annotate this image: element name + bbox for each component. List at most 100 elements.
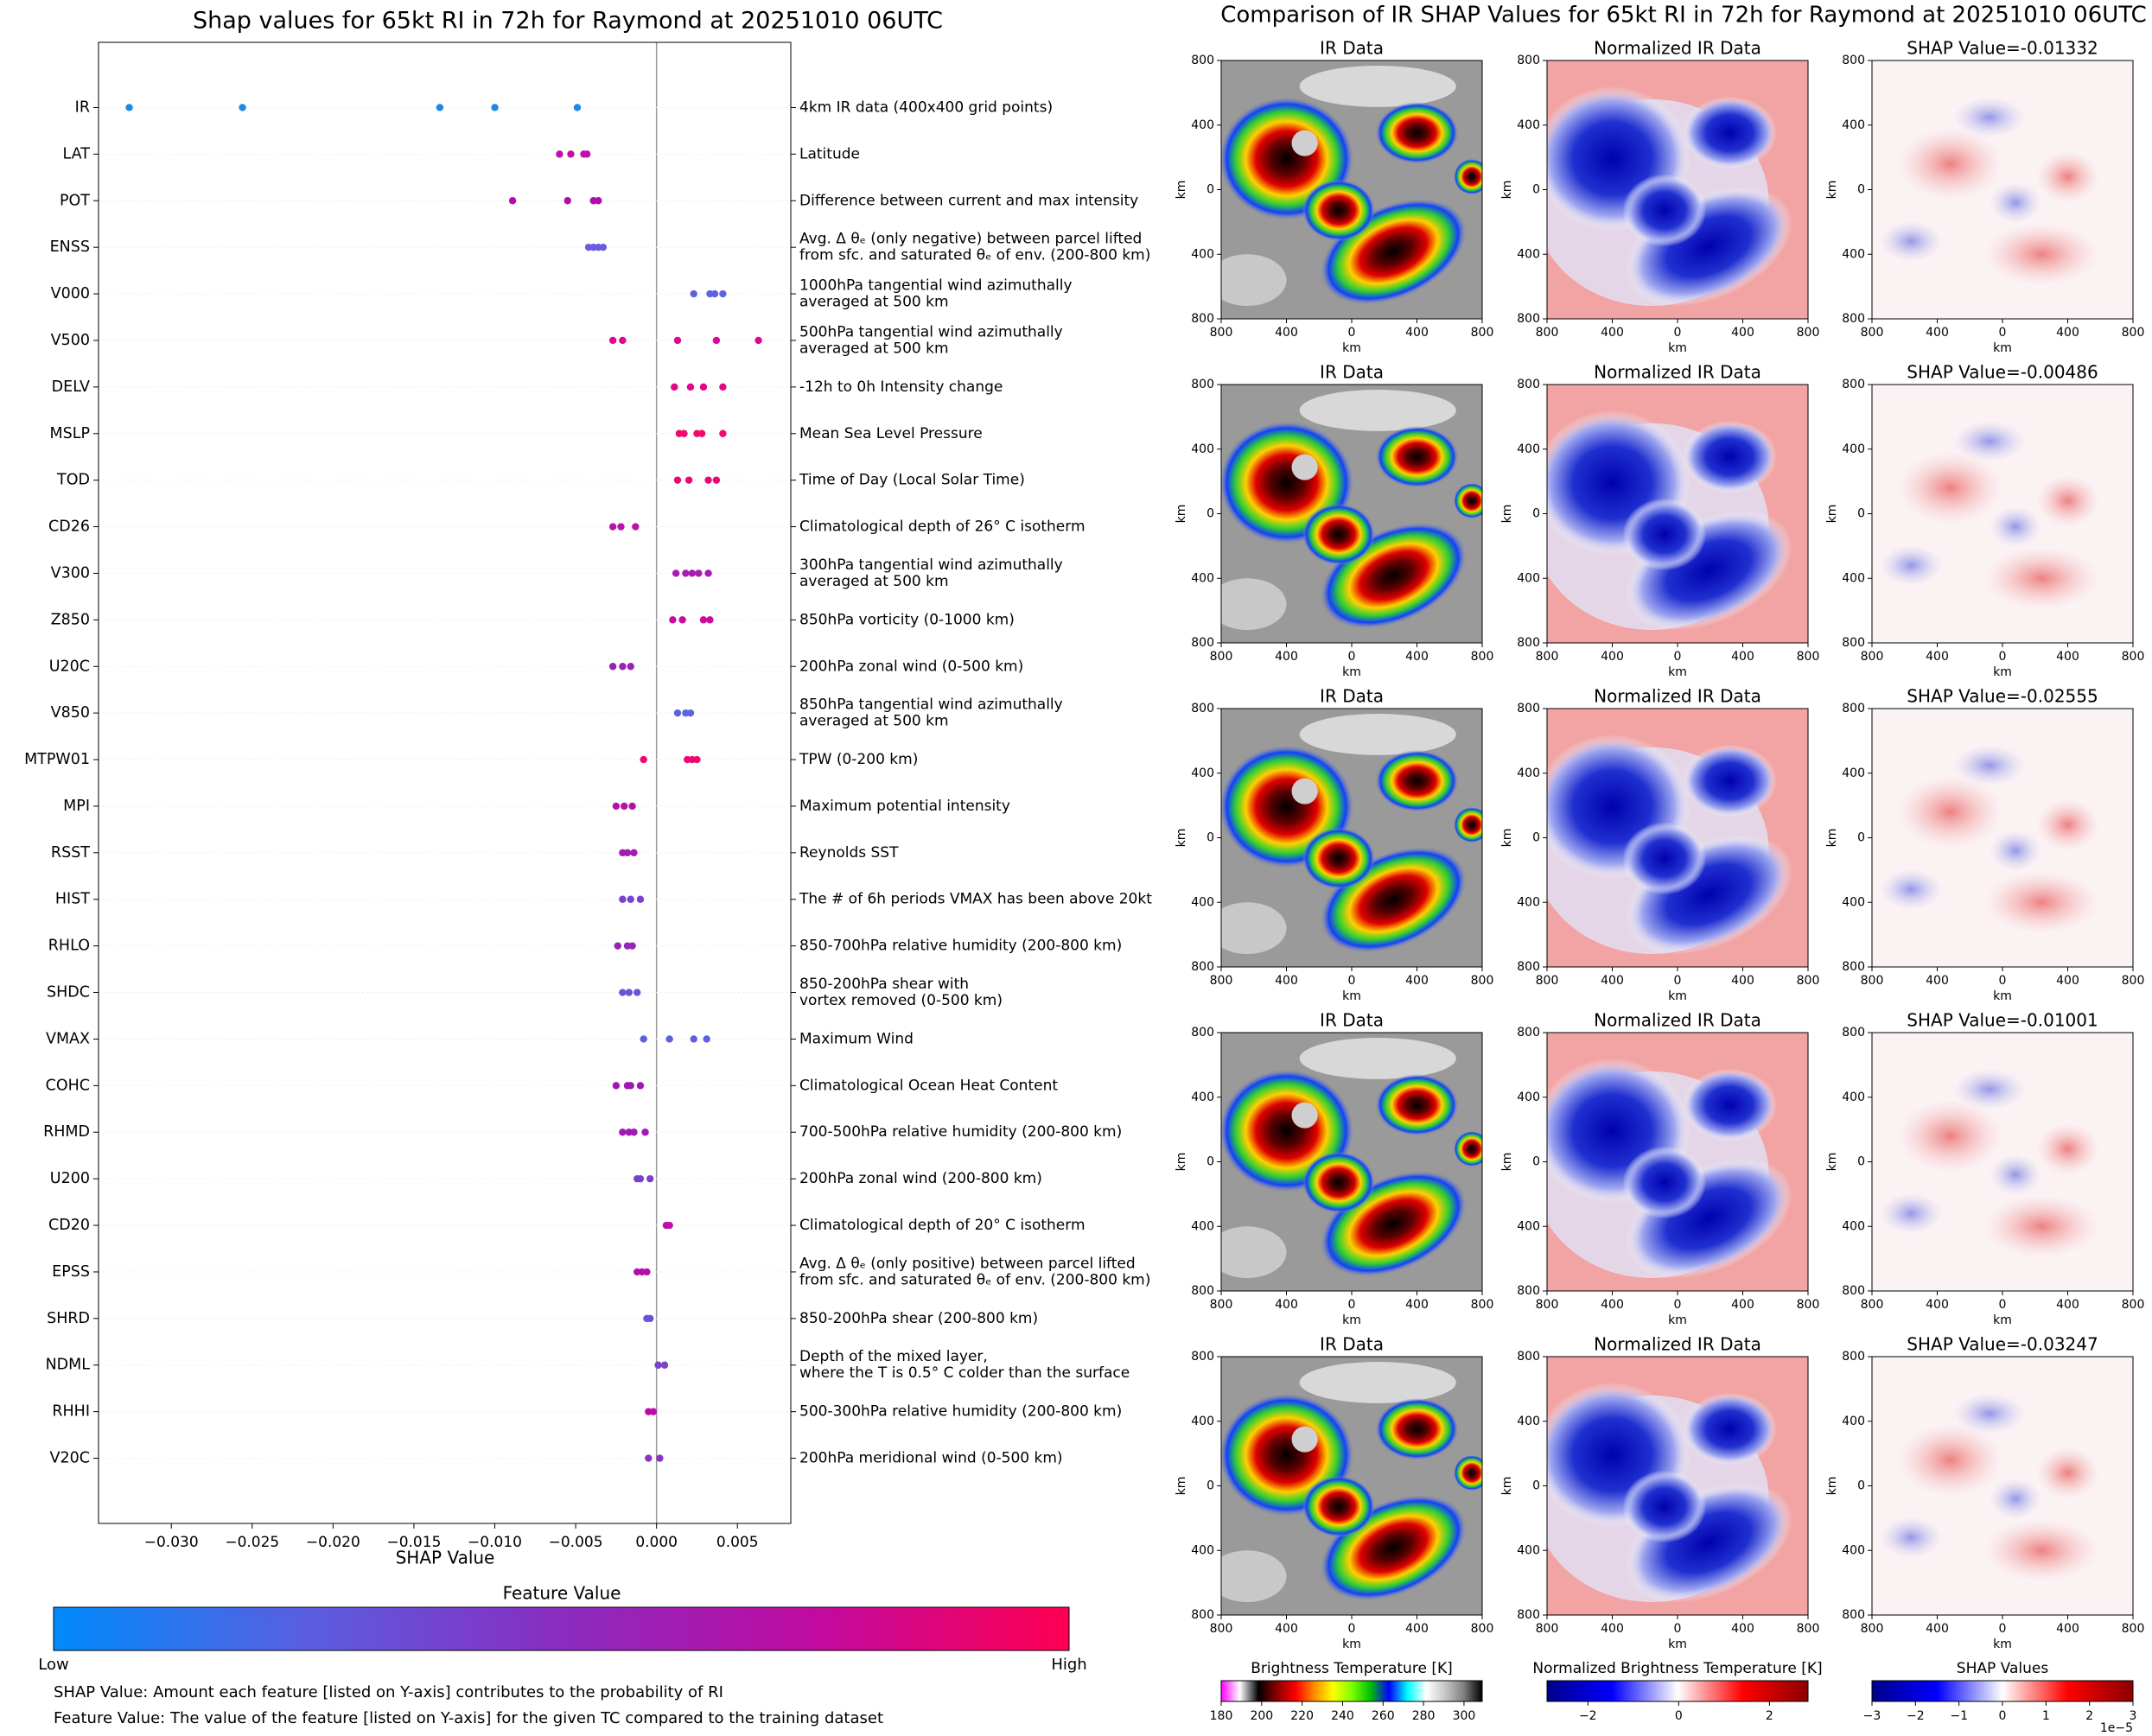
colorbar-tick-label: 1 bbox=[2042, 1709, 2050, 1723]
colorbar-title: Feature Value bbox=[503, 1583, 621, 1604]
y-tick-label: 800 bbox=[1842, 312, 1865, 326]
y-tick-label: 0 bbox=[1532, 183, 1540, 197]
point bbox=[673, 476, 682, 484]
y-axis-label: km bbox=[1825, 829, 1839, 848]
point bbox=[684, 476, 693, 484]
point bbox=[699, 616, 708, 624]
x-tick-label: 800 bbox=[1536, 326, 1559, 340]
point bbox=[627, 1082, 634, 1090]
x-axis-label: km bbox=[1342, 665, 1361, 679]
y-tick-label: 800 bbox=[1191, 636, 1214, 650]
y-tick-label: 0 bbox=[1207, 1479, 1214, 1493]
x-tick-label: 0.005 bbox=[716, 1534, 759, 1551]
panel-title: Normalized IR Data bbox=[1594, 686, 1761, 707]
y-tick-label: U200 bbox=[50, 1170, 90, 1187]
point bbox=[673, 336, 682, 345]
colorbar-title: SHAP Values bbox=[1957, 1660, 2049, 1677]
x-tick-label: 400 bbox=[1731, 1298, 1754, 1312]
x-tick-label: 0 bbox=[1674, 974, 1682, 988]
feature-description: TPW (0-200 km) bbox=[799, 751, 918, 768]
panel-title: IR Data bbox=[1320, 1334, 1384, 1355]
feature-colorbar bbox=[53, 1606, 1070, 1651]
y-tick-label: VMAX bbox=[46, 1030, 90, 1047]
feature-description: averaged at 500 km bbox=[799, 573, 949, 590]
y-tick-label: 800 bbox=[1842, 378, 1865, 391]
point bbox=[640, 755, 647, 764]
x-tick-label: 800 bbox=[1797, 326, 1820, 340]
feature-description: vortex removed (0-500 km) bbox=[799, 992, 1003, 1009]
y-tick-label: 0 bbox=[1532, 1479, 1540, 1493]
y-tick-label: U20C bbox=[49, 658, 90, 675]
feature-description: Depth of the mixed layer, bbox=[799, 1348, 988, 1365]
panel-title: Normalized IR Data bbox=[1594, 1334, 1761, 1355]
y-tick-label: 400 bbox=[1517, 1415, 1540, 1428]
point bbox=[690, 1035, 697, 1043]
x-tick-label: −0.025 bbox=[225, 1534, 279, 1551]
feature-description: 4km IR data (400x400 grid points) bbox=[799, 99, 1053, 116]
point bbox=[627, 663, 634, 671]
y-tick-label: COHC bbox=[46, 1077, 90, 1094]
y-tick-label: MPI bbox=[63, 798, 90, 815]
point bbox=[672, 569, 680, 577]
y-tick-label: 800 bbox=[1517, 378, 1540, 391]
y-axis-label: km bbox=[1825, 181, 1839, 200]
y-axis-label: km bbox=[1500, 1477, 1514, 1496]
y-tick-label: 800 bbox=[1191, 54, 1214, 67]
x-tick-label: 400 bbox=[2056, 974, 2079, 988]
colorbar-high: High bbox=[1051, 1656, 1086, 1674]
point bbox=[623, 849, 632, 857]
panel-image bbox=[1547, 385, 1808, 643]
x-tick-label: 400 bbox=[1731, 326, 1754, 340]
x-tick-label: 800 bbox=[1797, 1622, 1820, 1636]
colorbar bbox=[1871, 1680, 2134, 1702]
point bbox=[608, 523, 617, 531]
x-tick-label: 400 bbox=[2056, 650, 2079, 664]
x-axis-label: SHAP Value bbox=[396, 1548, 495, 1568]
y-tick-label: 400 bbox=[1191, 766, 1214, 780]
x-axis-label: km bbox=[1342, 989, 1361, 1003]
colorbar-tick-label: 280 bbox=[1412, 1709, 1436, 1723]
x-tick-label: 0 bbox=[1348, 974, 1356, 988]
colorbar-low: Low bbox=[38, 1656, 68, 1674]
x-tick-label: 400 bbox=[1405, 1298, 1429, 1312]
y-tick-label: SHDC bbox=[47, 984, 90, 1002]
x-tick-label: −0.015 bbox=[386, 1534, 441, 1551]
y-tick-label: ENSS bbox=[50, 238, 90, 256]
point bbox=[656, 1454, 664, 1462]
x-tick-label: 400 bbox=[1731, 1622, 1754, 1636]
point bbox=[682, 569, 690, 577]
x-tick-label: 800 bbox=[1471, 974, 1494, 988]
point bbox=[703, 1035, 710, 1043]
y-tick-label: 800 bbox=[1842, 636, 1865, 650]
point bbox=[641, 1129, 649, 1136]
feature-description: averaged at 500 km bbox=[799, 340, 949, 357]
y-axis-label: km bbox=[1175, 1477, 1188, 1496]
x-tick-label: 800 bbox=[1471, 1622, 1494, 1636]
y-tick-label: 400 bbox=[1191, 1543, 1214, 1557]
x-tick-label: 800 bbox=[1471, 1298, 1494, 1312]
y-tick-label: IR bbox=[75, 99, 90, 116]
y-tick-label: 400 bbox=[1191, 442, 1214, 456]
y-tick-label: 400 bbox=[1191, 1415, 1214, 1428]
point bbox=[673, 709, 682, 717]
y-tick-label: 800 bbox=[1517, 702, 1540, 715]
panel-image bbox=[1221, 385, 1482, 643]
y-axis-label: km bbox=[1825, 1153, 1839, 1172]
y-tick-label: 0 bbox=[1857, 183, 1865, 197]
point bbox=[634, 989, 641, 996]
point bbox=[239, 104, 246, 111]
y-tick-label: 0 bbox=[1532, 507, 1540, 521]
x-axis-label: km bbox=[1993, 341, 2012, 355]
y-tick-label: 800 bbox=[1517, 1608, 1540, 1622]
x-tick-label: 0 bbox=[1999, 1622, 2007, 1636]
colorbar-tick-label: −1 bbox=[1950, 1709, 1968, 1723]
x-axis-label: km bbox=[1668, 989, 1687, 1003]
point bbox=[612, 1082, 621, 1090]
panel-image bbox=[1872, 385, 2133, 643]
y-tick-label: 800 bbox=[1842, 1284, 1865, 1298]
x-tick-label: 800 bbox=[2122, 974, 2145, 988]
panel-image bbox=[1872, 1033, 2133, 1291]
x-tick-label: 800 bbox=[1210, 650, 1233, 664]
